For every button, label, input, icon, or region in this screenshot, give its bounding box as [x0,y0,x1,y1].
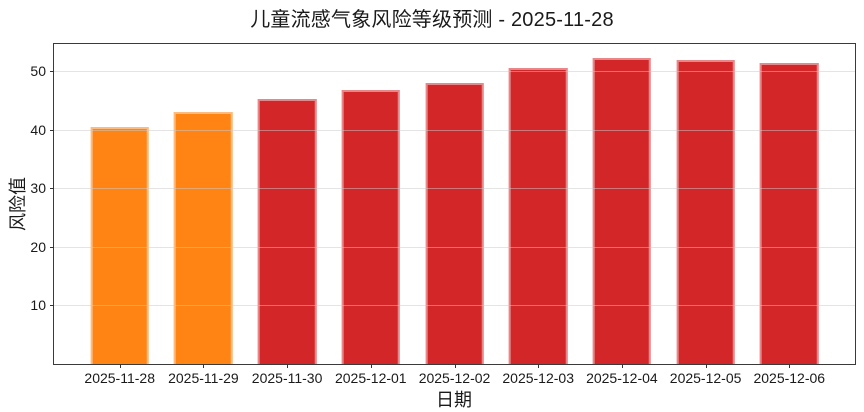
x-tick-label: 2025-12-01 [334,370,407,386]
y-tick-mark [50,129,54,131]
x-tick-label: 2025-12-04 [586,370,658,386]
bar-2025-12-06 [759,63,819,364]
x-axis-label: 日期 [436,390,472,410]
bar-2025-12-01 [341,90,401,364]
x-tick-mark [454,364,456,368]
x-tick-mark [287,364,289,368]
x-tick-label: 2025-12-03 [502,370,574,386]
plot-area: 10 20 30 40 50 2025-11-28 2025-11-29 2025-11-30… [30,43,856,386]
x-tick-label: 2025-12-05 [669,370,742,386]
y-tick-mark [50,188,54,190]
bar-2025-12-05 [676,60,735,364]
bar-2025-12-02 [425,82,484,364]
y-tick-label: 50 [30,62,46,79]
y-tick-label: 30 [30,180,46,197]
x-tick-mark [119,364,121,368]
bar-2025-11-28 [90,126,149,364]
x-tick-label: 2025-11-29 [168,370,239,386]
bar-2025-12-03 [508,68,568,364]
bar-2025-12-04 [592,58,652,364]
y-tick-label: 40 [30,121,46,138]
y-tick-label: 20 [30,238,46,255]
x-tick-mark [705,364,707,368]
y-tick-label: 10 [30,297,46,314]
bar-2025-11-29 [174,112,233,364]
x-tick-label: 2025-12-06 [753,370,826,386]
x-tick-mark [789,364,791,368]
x-tick-mark [538,364,540,368]
y-tick-mark [50,70,54,72]
x-tick-label: 2025-12-02 [418,370,491,386]
x-tick-label: 2025-11-28 [84,370,155,386]
x-tick-mark [370,364,372,368]
y-axis-label: 风险值 [8,177,28,231]
x-tick-mark [621,364,623,368]
bar-2025-11-30 [257,99,317,364]
x-tick-label: 2025-11-30 [251,370,323,386]
chart-title: 儿童流感气象风险等级预测 - 2025-11-28 [250,9,614,31]
y-tick-mark [50,246,54,248]
x-tick-mark [203,364,205,368]
y-tick-mark [50,305,54,307]
